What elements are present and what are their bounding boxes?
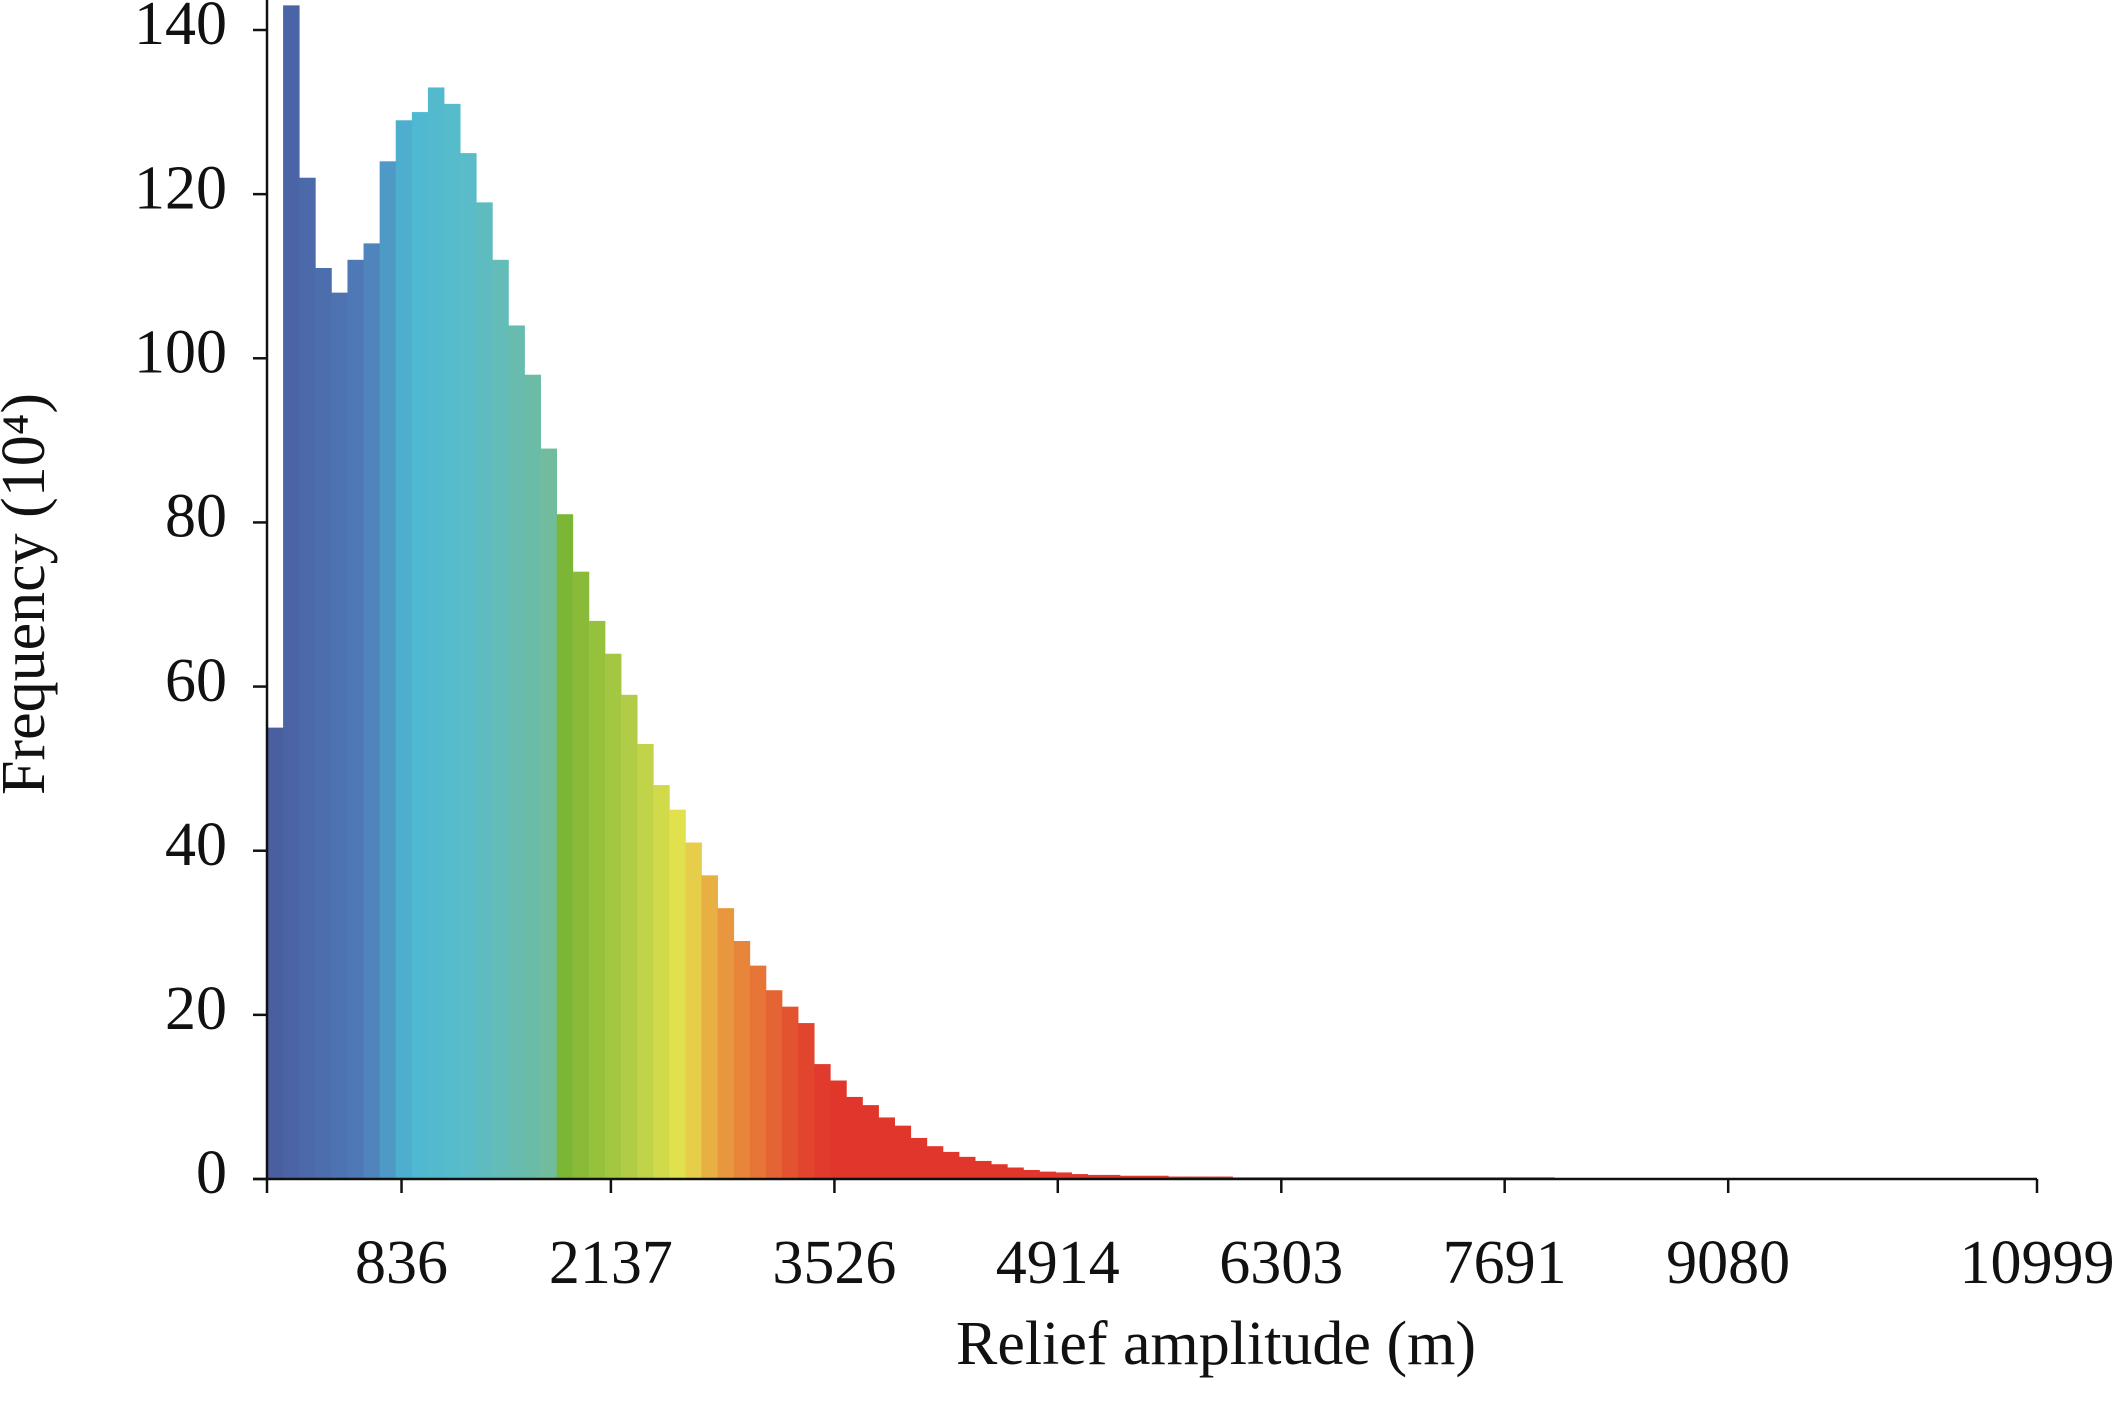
bar [524,374,541,1179]
bar [283,5,300,1180]
bar [878,1117,896,1179]
bar [830,1080,847,1179]
bar [942,1151,960,1179]
bar [331,292,348,1180]
x-tick-label: 6303 [1219,1229,1343,1297]
bar [798,1023,815,1179]
bar [476,202,493,1180]
bar [604,653,622,1179]
bar [556,514,574,1179]
bar [653,785,670,1179]
y-tick-label: 40 [165,811,227,879]
y-tick-label: 120 [134,154,227,222]
bar [621,694,638,1179]
bar [1007,1167,1024,1179]
bar [975,1160,992,1179]
bar [572,571,590,1179]
bar [411,112,429,1180]
bar [958,1156,976,1179]
bar [427,87,445,1180]
bar [347,259,364,1179]
x-tick-label: 3526 [772,1229,896,1297]
bar [862,1105,879,1179]
bar [588,620,606,1179]
bar [1103,1174,1121,1179]
y-tick-label: 0 [196,1139,227,1207]
bar [540,448,558,1179]
bar [765,990,783,1179]
bar [717,908,735,1179]
bar [492,259,509,1179]
bar [669,809,686,1179]
bar [1039,1171,1056,1179]
bar [299,177,316,1179]
bar [991,1164,1008,1179]
bar [508,325,525,1179]
bar [846,1096,863,1179]
bar [1152,1175,1169,1179]
bar [1135,1175,1153,1179]
x-tick-label: 10999 [1960,1229,2115,1297]
bar [1023,1169,1040,1179]
x-axis-title: Relief amplitude (m) [956,1310,1476,1378]
bar [267,727,284,1179]
bar [701,875,718,1179]
bar [444,103,461,1180]
bar [781,1006,799,1179]
bar [926,1146,944,1179]
x-tick-label: 836 [355,1229,448,1297]
bar [894,1125,912,1179]
bar [685,842,702,1179]
y-tick-label: 80 [165,483,227,551]
x-tick-label: 2137 [549,1229,673,1297]
y-tick-label: 140 [134,0,227,58]
bar [395,120,413,1180]
y-tick-label: 100 [134,319,227,387]
bar [733,940,751,1179]
x-tick-label: 7691 [1443,1229,1567,1297]
x-tick-label: 9080 [1666,1229,1790,1297]
x-tick-label: 4914 [996,1229,1120,1297]
bar [814,1064,831,1179]
y-tick-label: 60 [165,647,227,715]
bar [1087,1174,1105,1179]
y-tick-label: 20 [165,975,227,1043]
bar [315,268,332,1179]
bar [749,965,767,1179]
bar [910,1137,928,1179]
bar [460,153,477,1179]
bar [1119,1175,1137,1179]
bar [363,243,381,1179]
y-axis-title: Frequency (10⁴) [0,393,58,795]
bar [637,744,654,1179]
bar [1071,1174,1089,1179]
bar [1055,1172,1073,1179]
bar [379,161,397,1180]
